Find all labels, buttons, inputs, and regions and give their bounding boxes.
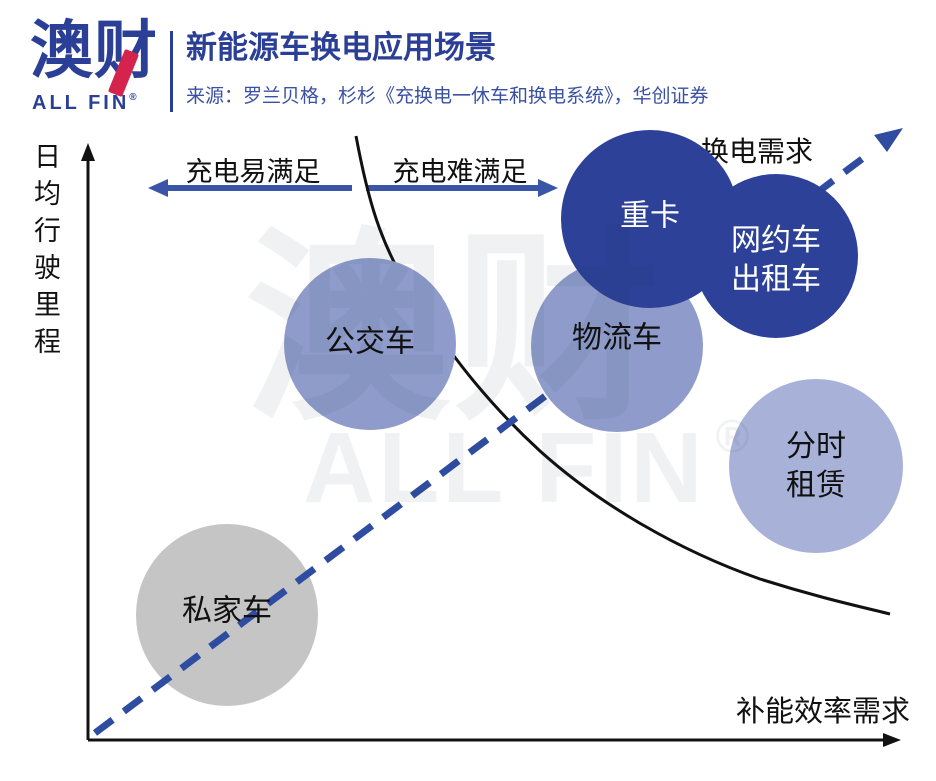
header-divider: [170, 31, 173, 112]
charging-hard-label: 充电难满足: [392, 157, 528, 187]
x-axis-label: 补能效率需求: [735, 696, 910, 728]
battery-swap-demand-label: 换电需求: [701, 136, 814, 167]
bubble-group-below-dash: [136, 524, 318, 706]
page-title: 新能源车换电应用场景: [186, 30, 496, 65]
y-axis-label: 日均行驶里程: [30, 142, 60, 364]
bubble-网约车出租车: [694, 174, 858, 338]
allfin-logo-en: ALL FIN®: [32, 92, 137, 114]
charging-hard-arrow-icon: [366, 179, 558, 197]
logo-en-text: ALL FIN: [32, 92, 130, 114]
bubble-公交车: [284, 258, 456, 430]
bubble-分时租赁: [729, 379, 903, 553]
y-axis-arrowhead-icon: [81, 143, 95, 161]
registered-mark-icon: ®: [129, 92, 137, 103]
x-axis-arrowhead-icon: [883, 733, 901, 747]
bubble-group-above-dash: [284, 130, 903, 553]
charging-easy-label: 充电易满足: [185, 157, 321, 187]
charging-easy-arrow-icon: [148, 179, 352, 197]
source-caption: 来源：罗兰贝格，杉杉《充换电一休车和换电系统》，华创证券: [186, 86, 709, 107]
charging-boundary-curve: [354, 135, 891, 616]
y-axis: [81, 143, 95, 740]
x-axis: [88, 733, 901, 747]
bubble-私家车: [136, 524, 318, 706]
allfin-logo-cn: 澳财: [30, 16, 158, 86]
